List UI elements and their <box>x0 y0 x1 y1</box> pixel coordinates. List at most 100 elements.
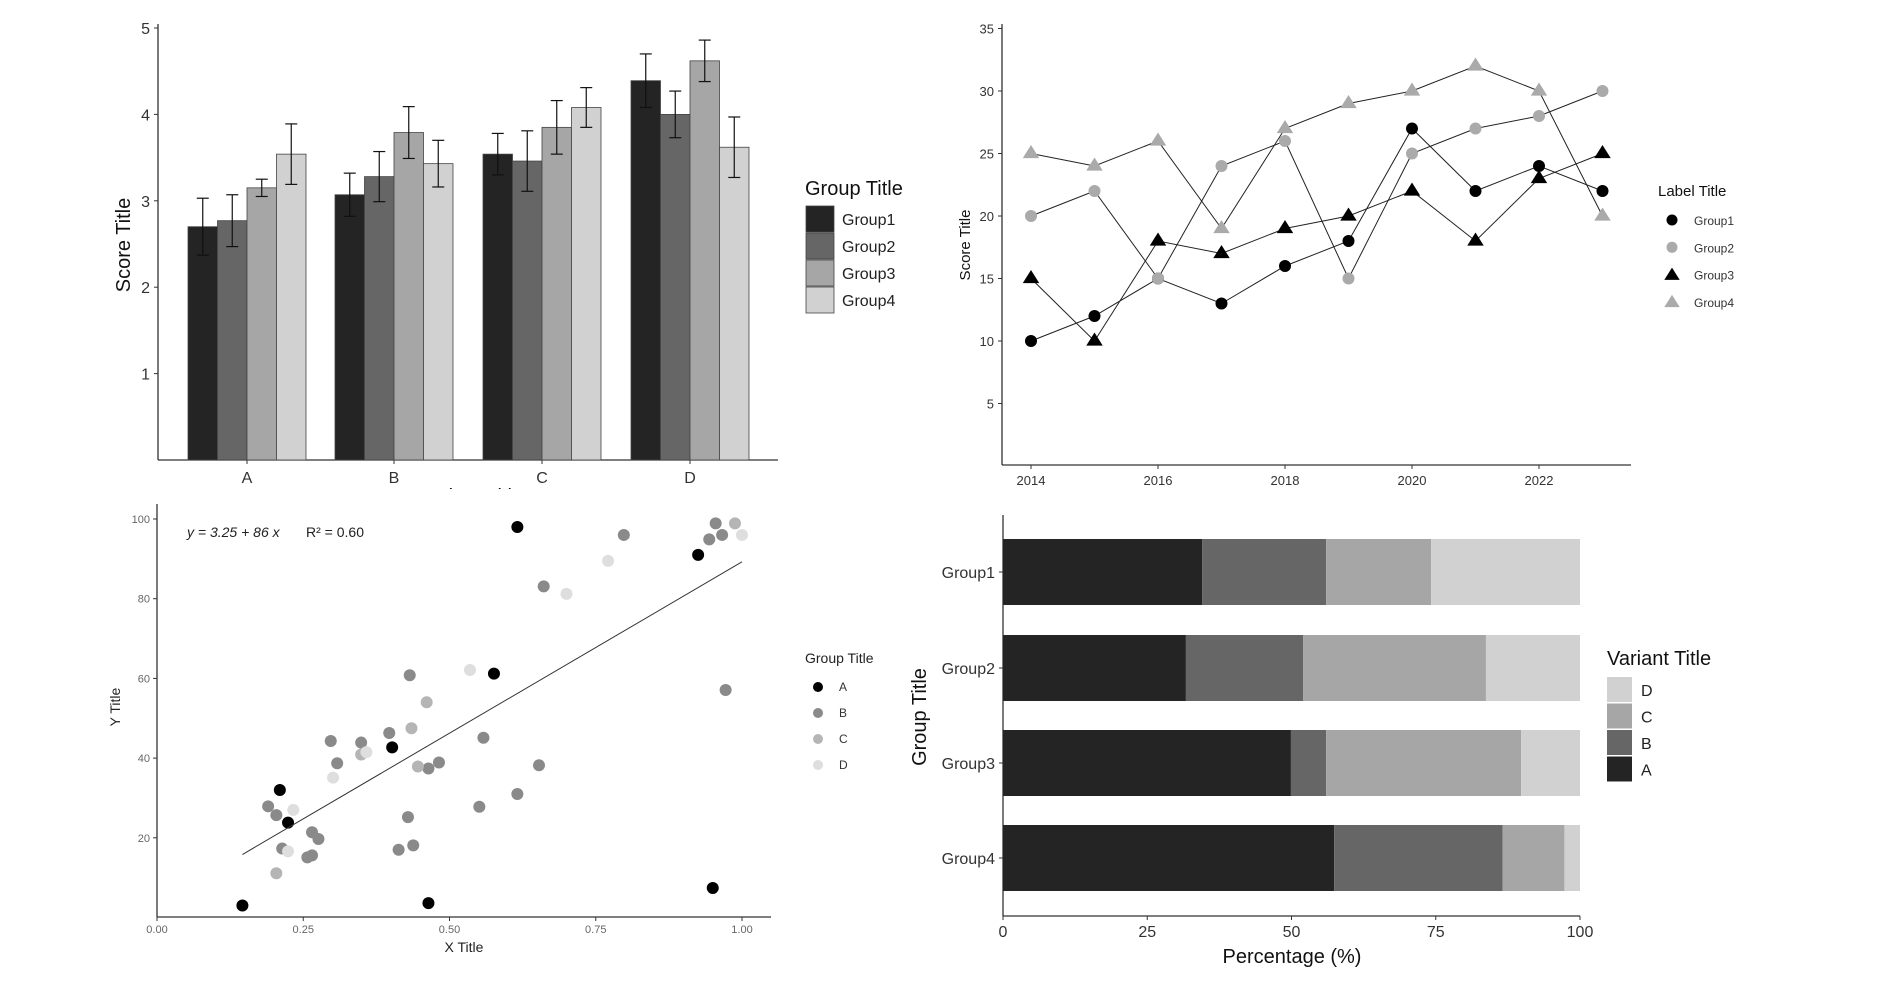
data-point <box>560 587 573 600</box>
y-axis-title: Y Title <box>107 687 123 726</box>
legend-label: Group1 <box>1694 214 1734 228</box>
y-tick-label: 80 <box>138 594 150 606</box>
line-chart: 5 10 15 20 25 30 35 2014 2016 2018 2020 2022 Score T… <box>957 22 1734 489</box>
data-point <box>719 683 732 696</box>
series-line-group1 <box>1030 127 1603 342</box>
regression-equation: y = 3.25 + 86 x <box>186 524 281 540</box>
x-tick-label: C <box>536 470 548 487</box>
data-point <box>1088 185 1101 197</box>
x-tick-label: 2014 <box>1017 473 1046 488</box>
data-point <box>537 580 550 593</box>
bar-segment <box>1185 635 1304 701</box>
data-point <box>1530 170 1548 184</box>
data-point <box>432 756 445 769</box>
data-point <box>420 696 433 709</box>
x-tick-label: 2016 <box>1144 473 1173 488</box>
data-point <box>331 757 344 770</box>
legend-key <box>1607 730 1632 755</box>
data-point <box>1467 57 1484 71</box>
legend-label: B <box>839 706 847 720</box>
data-point <box>407 839 420 852</box>
legend-marker-triangle <box>1664 294 1680 308</box>
x-tick-label: 2020 <box>1398 473 1427 488</box>
data-point <box>463 664 476 677</box>
bar <box>512 160 543 461</box>
legend-label: Group3 <box>842 266 895 283</box>
data-point <box>1213 245 1230 259</box>
data-point <box>1213 220 1230 234</box>
data-point <box>1469 185 1482 197</box>
legend-label: D <box>839 758 848 772</box>
legend-label: Group2 <box>1694 241 1734 255</box>
y-tick-label: 2 <box>141 280 150 297</box>
legend-key <box>805 259 835 287</box>
bar-segment <box>1334 825 1503 891</box>
data-point <box>1533 110 1545 122</box>
x-tick-label: 1.00 <box>731 924 752 936</box>
bar <box>187 226 218 461</box>
x-tick-label: 2022 <box>1525 473 1554 488</box>
bar <box>719 146 750 461</box>
data-point <box>355 736 368 749</box>
y-tick-label: 100 <box>132 514 150 526</box>
data-point <box>282 816 295 829</box>
legend-marker-circle <box>1666 214 1678 226</box>
data-point <box>401 811 414 824</box>
data-point <box>1215 297 1228 310</box>
data-point <box>1149 232 1167 246</box>
bar-segment <box>1326 730 1522 796</box>
legend-key <box>1607 756 1632 782</box>
legend-label: Group1 <box>842 212 895 229</box>
bar <box>423 163 454 461</box>
bar-segment <box>1502 825 1565 891</box>
bar <box>660 114 691 461</box>
data-point <box>270 867 283 880</box>
data-point <box>1403 182 1421 196</box>
legend-marker <box>813 682 823 692</box>
x-tick-label: 25 <box>1138 924 1156 941</box>
y-tick-label: 15 <box>980 272 994 287</box>
data-point <box>1279 260 1291 272</box>
data-point <box>1088 310 1101 322</box>
data-point <box>405 722 418 735</box>
data-point <box>511 520 524 533</box>
x-tick-label: 0.50 <box>439 924 460 936</box>
bar-segment <box>1326 539 1432 605</box>
y-tick-label: 1 <box>141 367 150 384</box>
data-point <box>422 762 435 775</box>
data-point <box>511 787 524 800</box>
data-point <box>602 554 615 567</box>
data-point <box>1533 160 1545 172</box>
data-point <box>236 899 249 912</box>
x-tick-label: 0.00 <box>146 924 167 936</box>
y-tick-label: 20 <box>138 833 150 845</box>
bar-segment <box>1485 635 1580 701</box>
bar <box>482 153 513 461</box>
y-tick-label: 10 <box>980 334 994 349</box>
bar <box>364 176 395 461</box>
data-point <box>392 843 405 856</box>
data-point <box>1340 95 1357 109</box>
legend-title: Label Title <box>1658 183 1726 200</box>
data-point <box>1467 232 1484 246</box>
data-point <box>1149 132 1167 146</box>
data-point <box>736 528 748 541</box>
legend-title: Variant Title <box>1607 648 1711 670</box>
data-point <box>327 771 340 784</box>
data-point <box>1596 185 1609 197</box>
legend-label: B <box>1641 736 1652 753</box>
legend-key <box>1607 677 1632 702</box>
data-point <box>360 746 373 759</box>
x-tick-label: B <box>389 470 400 487</box>
bar-segment <box>1564 825 1580 891</box>
bar-segment <box>1431 539 1580 605</box>
data-point <box>1152 272 1164 285</box>
y-tick-label: Group4 <box>942 851 995 868</box>
regression-line <box>242 561 743 855</box>
bar <box>217 220 248 461</box>
data-point <box>1342 272 1355 285</box>
data-point <box>1469 122 1482 135</box>
legend-label: Group2 <box>842 239 895 256</box>
legend-marker <box>813 708 823 718</box>
